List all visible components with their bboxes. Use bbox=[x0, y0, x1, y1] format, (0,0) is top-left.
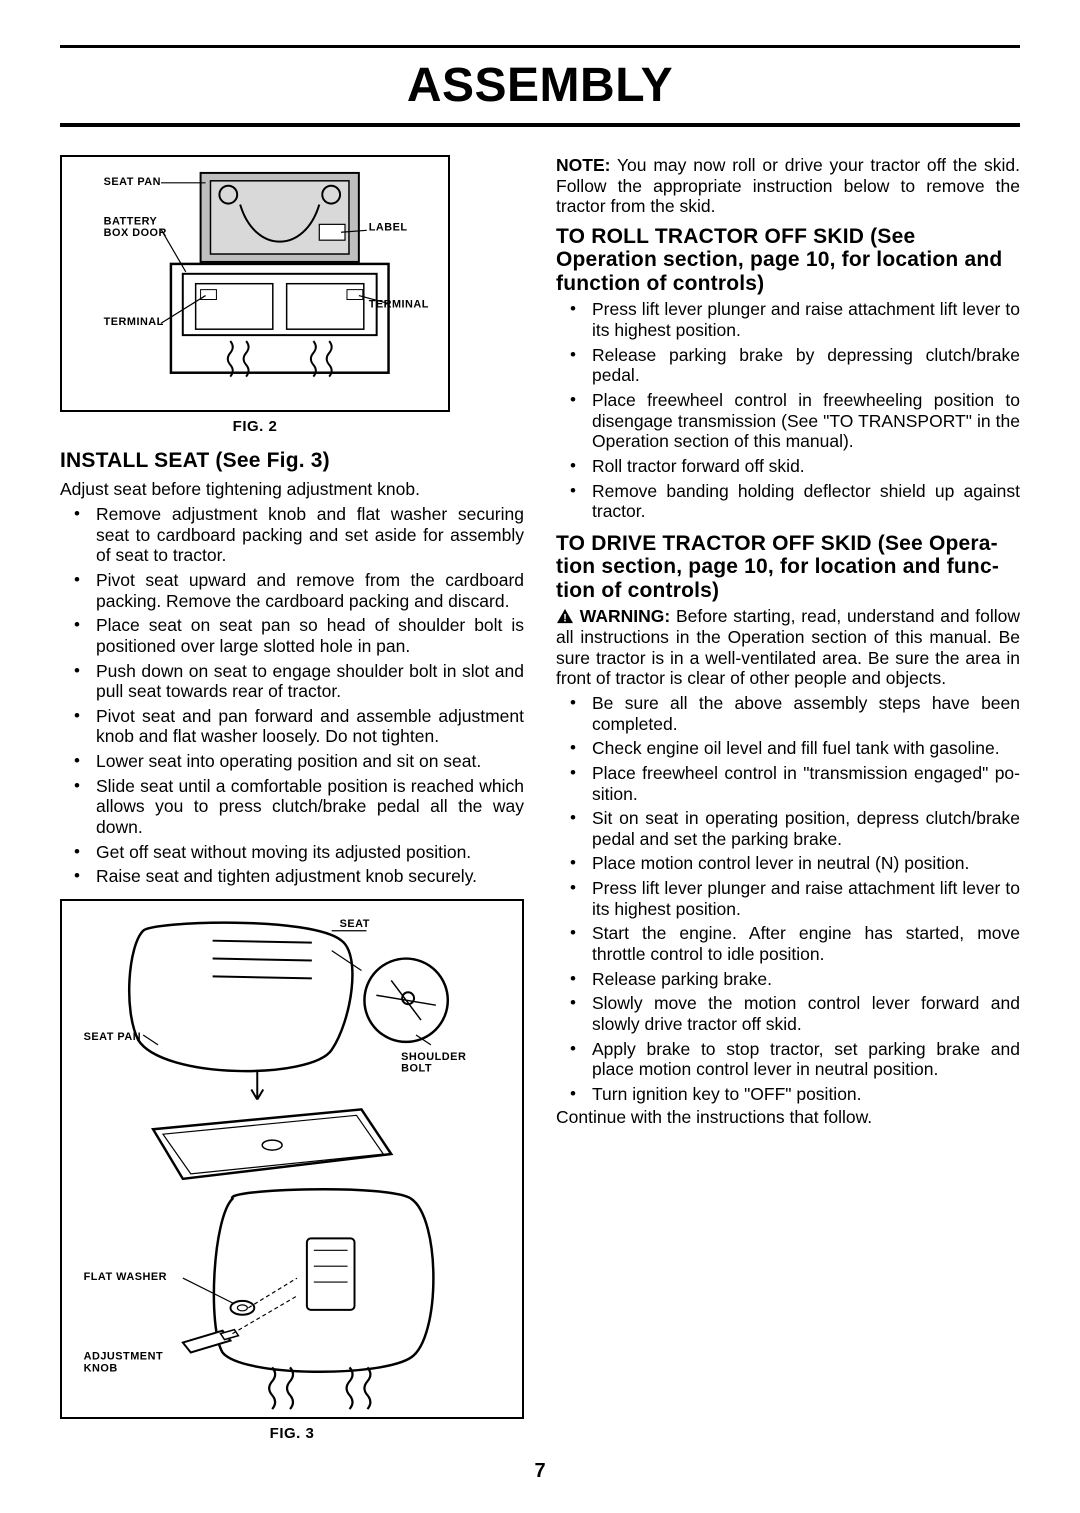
figure-3-caption: FIG. 3 bbox=[60, 1425, 524, 1442]
warning-icon: ! bbox=[556, 606, 580, 626]
right-column: NOTE: You may now roll or drive your tra… bbox=[556, 155, 1020, 1442]
fig2-label-terminal-left: TERMINAL bbox=[104, 316, 164, 328]
note-label: NOTE: bbox=[556, 155, 610, 175]
top-rule bbox=[60, 45, 1020, 48]
two-column-layout: SEAT PAN BATTERYBOX DOOR TERMINAL LABEL … bbox=[60, 155, 1020, 1442]
fig2-label-battery-box-door: BATTERYBOX DOOR bbox=[104, 215, 167, 239]
install-seat-list: Remove adjustment knob and flat washer s… bbox=[60, 504, 524, 887]
under-rule bbox=[60, 123, 1020, 127]
note-text: You may now roll or drive your tractor o… bbox=[556, 155, 1020, 216]
figure-2-wrap: SEAT PAN BATTERYBOX DOOR TERMINAL LABEL … bbox=[60, 155, 450, 435]
install-seat-heading: INSTALL SEAT (See Fig. 3) bbox=[60, 449, 524, 473]
roll-off-item: Roll tractor forward off skid. bbox=[556, 456, 1020, 477]
roll-off-item: Place freewheel control in freewheeling … bbox=[556, 390, 1020, 452]
drive-off-item: Press lift lever plunger and raise attac… bbox=[556, 878, 1020, 919]
roll-off-item: Remove banding holding deflector shield … bbox=[556, 481, 1020, 522]
install-seat-item: Raise seat and tighten adjustment knob s… bbox=[60, 866, 524, 887]
page-number: 7 bbox=[60, 1460, 1020, 1483]
fig2-label-seat-pan: SEAT PAN bbox=[104, 176, 161, 188]
fig2-label-label: LABEL bbox=[369, 221, 408, 233]
install-seat-item: Pivot seat and pan forward and assemble … bbox=[60, 706, 524, 747]
warning-paragraph: ! WARNING: Before starting, read, unders… bbox=[556, 606, 1020, 689]
drive-off-item: Sit on seat in operating position, depre… bbox=[556, 808, 1020, 849]
install-seat-item: Place seat on seat pan so head of should… bbox=[60, 615, 524, 656]
left-column: SEAT PAN BATTERYBOX DOOR TERMINAL LABEL … bbox=[60, 155, 524, 1442]
fig3-label-adjustment-knob: ADJUSTMENTKNOB bbox=[84, 1350, 164, 1374]
drive-off-list: Be sure all the above assembly steps hav… bbox=[556, 693, 1020, 1105]
drive-off-item: Slowly move the motion control lever for… bbox=[556, 993, 1020, 1034]
install-seat-item: Remove adjustment knob and flat washer s… bbox=[60, 504, 524, 566]
drive-off-item: Turn ignition key to "OFF" position. bbox=[556, 1084, 1020, 1105]
figure-2-diagram: SEAT PAN BATTERYBOX DOOR TERMINAL LABEL … bbox=[72, 165, 438, 402]
install-seat-item: Get off seat without moving its adjusted… bbox=[60, 842, 524, 863]
note-paragraph: NOTE: You may now roll or drive your tra… bbox=[556, 155, 1020, 217]
roll-off-heading: TO ROLL TRACTOR OFF SKID (See Operation … bbox=[556, 225, 1020, 296]
figure-2-box: SEAT PAN BATTERYBOX DOOR TERMINAL LABEL … bbox=[60, 155, 450, 412]
install-seat-intro: Adjust seat before tightening adjustment… bbox=[60, 479, 524, 500]
drive-off-item: Apply brake to stop tractor, set parking… bbox=[556, 1039, 1020, 1080]
figure-3-wrap: SEAT SEAT PAN SHOULDERBOLT FLAT WASHER A… bbox=[60, 899, 524, 1442]
install-seat-item: Lower seat into operating position and s… bbox=[60, 751, 524, 772]
fig3-label-shoulder-bolt: SHOULDERBOLT bbox=[401, 1051, 466, 1075]
fig3-label-seat: SEAT bbox=[340, 918, 370, 930]
drive-off-item: Check engine oil level and fill fuel tan… bbox=[556, 738, 1020, 759]
fig3-label-seat-pan: SEAT PAN bbox=[84, 1031, 142, 1043]
figure-3-box: SEAT SEAT PAN SHOULDERBOLT FLAT WASHER A… bbox=[60, 899, 524, 1419]
fig2-label-terminal-right: TERMINAL bbox=[369, 298, 429, 310]
figure-3-diagram: SEAT SEAT PAN SHOULDERBOLT FLAT WASHER A… bbox=[62, 901, 522, 1417]
warning-label: WARNING: bbox=[580, 606, 670, 626]
svg-text:!: ! bbox=[563, 613, 567, 625]
fig3-label-flat-washer: FLAT WASHER bbox=[84, 1271, 167, 1283]
figure-2-caption: FIG. 2 bbox=[60, 418, 450, 435]
drive-off-outro: Continue with the instructions that foll… bbox=[556, 1107, 1020, 1128]
drive-off-item: Be sure all the above assembly steps hav… bbox=[556, 693, 1020, 734]
roll-off-list: Press lift lever plunger and raise attac… bbox=[556, 299, 1020, 521]
drive-off-item: Place freewheel control in "transmission… bbox=[556, 763, 1020, 804]
drive-off-item: Start the engine. After engine has start… bbox=[556, 923, 1020, 964]
roll-off-item: Press lift lever plunger and raise attac… bbox=[556, 299, 1020, 340]
roll-off-item: Release parking brake by depressing clut… bbox=[556, 345, 1020, 386]
drive-off-item: Release parking brake. bbox=[556, 969, 1020, 990]
drive-off-item: Place motion control lever in neutral (N… bbox=[556, 853, 1020, 874]
install-seat-item: Pivot seat upward and remove from the ca… bbox=[60, 570, 524, 611]
install-seat-item: Slide seat until a comfortable position … bbox=[60, 776, 524, 838]
drive-off-heading: TO DRIVE TRACTOR OFF SKID (See Opera­tio… bbox=[556, 532, 1020, 603]
install-seat-item: Push down on seat to engage shoulder bol… bbox=[60, 661, 524, 702]
page-title: ASSEMBLY bbox=[60, 54, 1020, 113]
